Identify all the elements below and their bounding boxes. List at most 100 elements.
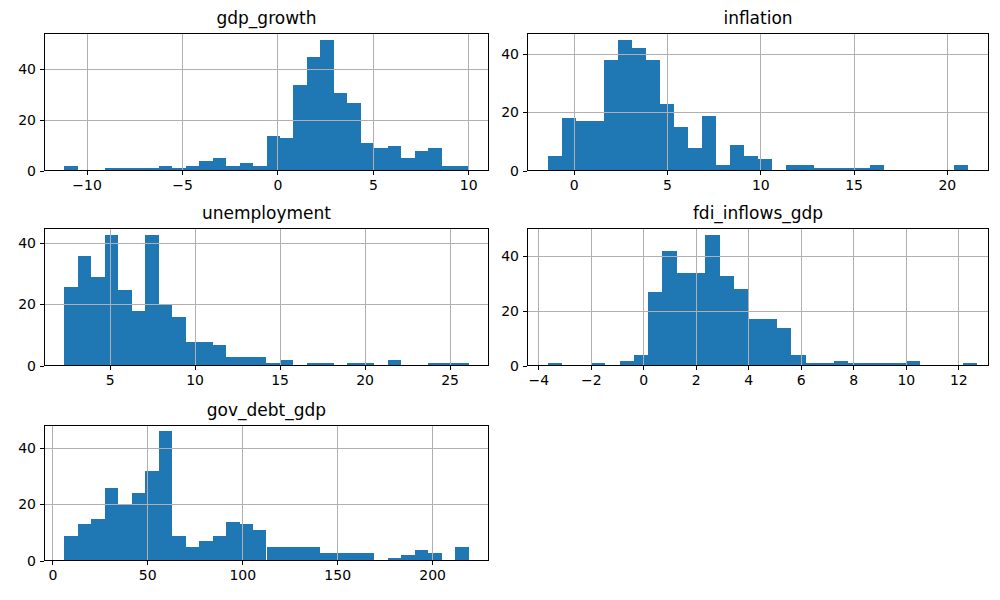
- histogram-bar: [442, 166, 455, 171]
- histogram-bar: [159, 431, 172, 561]
- chart-title: unemployment: [44, 202, 489, 224]
- y-axis-tick: [40, 448, 44, 449]
- histogram-bar: [213, 536, 226, 561]
- histogram-bar: [118, 505, 131, 561]
- histogram-bar: [415, 550, 428, 561]
- histogram-bar: [186, 166, 199, 171]
- histogram-bar: [891, 363, 905, 366]
- gridline: [591, 228, 592, 366]
- x-axis-tick: [748, 366, 749, 370]
- histogram-bar: [199, 161, 212, 171]
- y-axis-tick-label: 40: [2, 61, 36, 78]
- histogram-bar: [347, 103, 360, 171]
- x-axis-tick: [591, 366, 592, 370]
- histogram-bar: [172, 168, 185, 171]
- histogram-bar: [172, 536, 185, 561]
- histogram-bar: [226, 522, 239, 561]
- gridline: [147, 425, 148, 561]
- histogram-bar: [954, 165, 968, 171]
- histogram-bar: [401, 555, 414, 561]
- histogram-bar: [648, 292, 662, 366]
- y-axis-tick-label: 20: [485, 303, 519, 320]
- x-axis-tick-label: 50: [113, 567, 183, 584]
- histogram-bar: [280, 138, 293, 171]
- x-axis-tick: [110, 366, 111, 370]
- histogram-bar: [132, 311, 145, 366]
- gridline: [52, 425, 53, 561]
- histogram-bar: [213, 158, 226, 171]
- x-axis-tick-label: 20: [330, 372, 400, 389]
- histogram-bar: [455, 547, 468, 561]
- histogram-bar: [870, 165, 884, 171]
- histogram-bar: [677, 273, 691, 366]
- histogram-bar: [548, 363, 562, 366]
- histogram-bar: [674, 127, 688, 171]
- x-axis-tick-label: 15: [819, 177, 889, 194]
- histogram-bar: [777, 328, 791, 366]
- plot-area: [527, 228, 989, 366]
- histogram-bar: [415, 151, 428, 171]
- histogram-bar: [159, 305, 172, 366]
- x-axis-tick-label: 15: [245, 372, 315, 389]
- histogram-bar: [280, 547, 293, 561]
- histogram-bar: [688, 148, 702, 171]
- gridline: [538, 228, 539, 366]
- y-axis-tick-label: 0: [2, 163, 36, 180]
- histogram-bar: [118, 290, 131, 366]
- gridline: [958, 228, 959, 366]
- gridline: [87, 33, 88, 171]
- histogram-bar: [646, 60, 660, 171]
- y-axis-tick: [523, 311, 527, 312]
- x-axis-tick: [147, 561, 148, 565]
- x-axis-tick: [574, 171, 575, 175]
- histogram-bar: [240, 357, 253, 366]
- gridline: [748, 228, 749, 366]
- histogram-bar: [814, 168, 828, 171]
- histogram-bar: [320, 553, 333, 561]
- histogram-bar: [226, 357, 239, 366]
- x-axis-tick-label: 25: [415, 372, 485, 389]
- gridline: [337, 425, 338, 561]
- x-axis-tick-label: 200: [398, 567, 468, 584]
- x-axis-tick-label: 5: [75, 372, 145, 389]
- histogram-bar: [848, 363, 862, 366]
- gridline: [280, 228, 281, 366]
- histogram-bar: [334, 553, 347, 561]
- x-axis-tick: [760, 171, 761, 175]
- histogram-bar: [820, 363, 834, 366]
- x-axis-tick: [373, 171, 374, 175]
- histogram-bar: [828, 168, 842, 171]
- histogram-bar: [388, 146, 401, 171]
- gridline: [365, 228, 366, 366]
- histogram-bar: [64, 287, 77, 366]
- histogram-bar: [64, 166, 77, 171]
- x-axis-tick: [853, 366, 854, 370]
- gridline: [182, 33, 183, 171]
- histogram-bar: [91, 519, 104, 561]
- x-axis-tick: [52, 561, 53, 565]
- histogram-grid-figure: gdp_growth −10−5051002040 inflation 0510…: [0, 0, 1000, 600]
- histogram-bar: [280, 360, 293, 366]
- x-axis-tick: [538, 366, 539, 370]
- histogram-bar: [105, 235, 118, 366]
- histogram-bar: [361, 553, 374, 561]
- histogram-bar: [64, 536, 77, 561]
- histogram-bar: [877, 363, 891, 366]
- x-axis-tick-label: 0: [18, 567, 88, 584]
- histogram-bar: [963, 363, 977, 366]
- gridline: [527, 54, 989, 55]
- histogram-bar: [78, 256, 91, 366]
- gridline: [527, 311, 989, 312]
- gridline: [195, 228, 196, 366]
- gridline: [801, 228, 802, 366]
- x-axis-tick-label: 5: [338, 177, 408, 194]
- histogram-bar: [320, 363, 333, 366]
- histogram-bar: [347, 553, 360, 561]
- histogram-bar: [347, 363, 360, 366]
- histogram-bar: [428, 363, 441, 366]
- histogram-bar: [91, 277, 104, 366]
- histogram-bar: [856, 168, 870, 171]
- histogram-bar: [334, 93, 347, 171]
- gridline: [44, 69, 489, 70]
- gridline: [643, 228, 644, 366]
